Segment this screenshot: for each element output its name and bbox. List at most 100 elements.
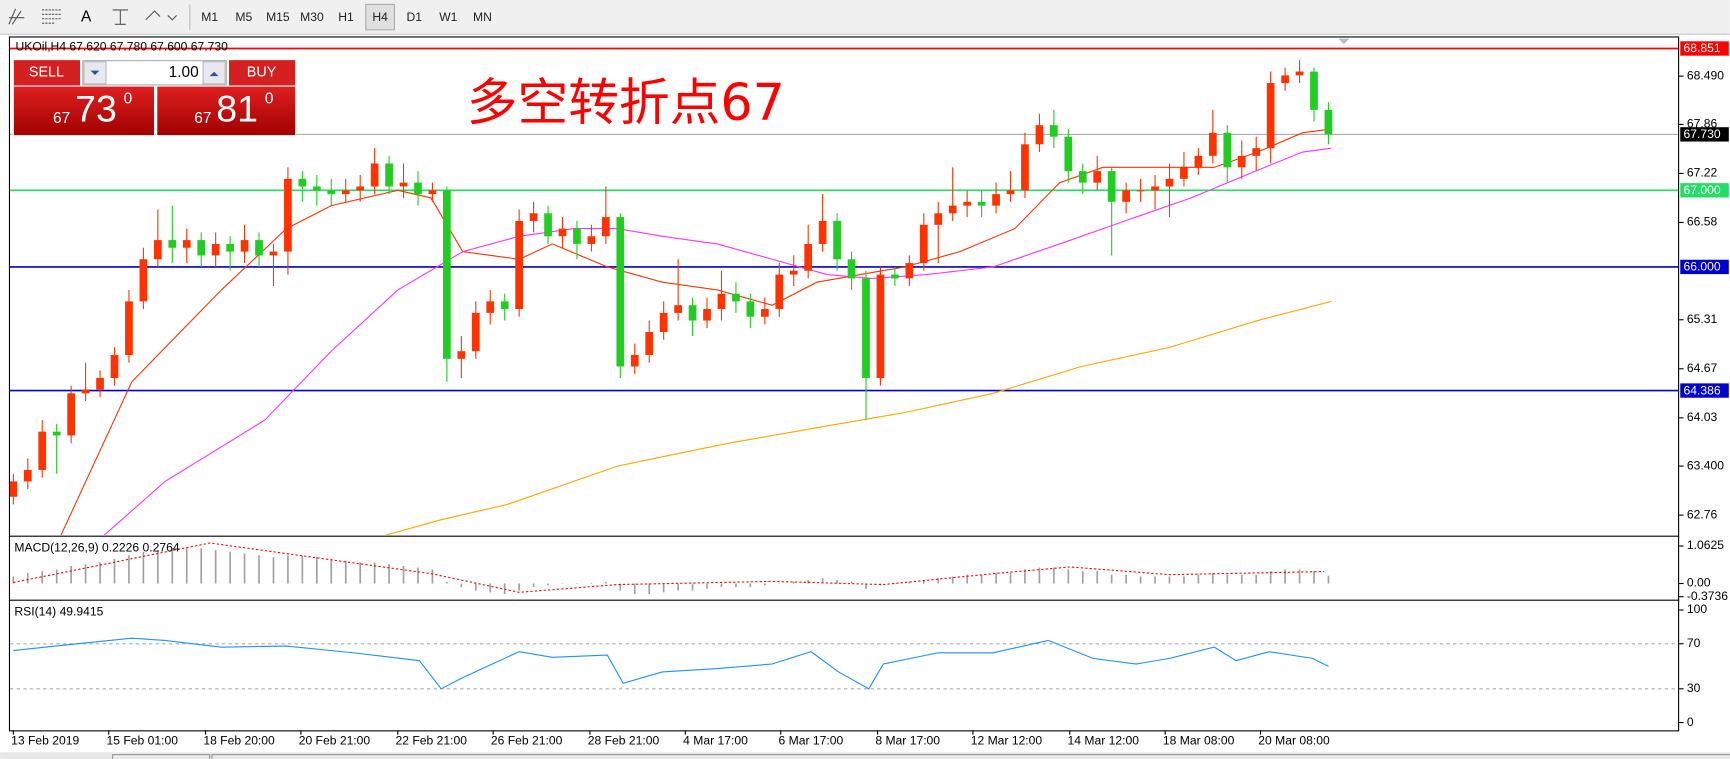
timeframe-button[interactable]: W1 bbox=[439, 10, 457, 24]
candle-body bbox=[10, 481, 18, 497]
macd-y-tick-label: -0.3736 bbox=[1687, 589, 1728, 603]
timeframe-button[interactable]: M5 bbox=[235, 10, 252, 24]
macd-bar bbox=[142, 551, 145, 584]
chart-frame bbox=[8, 36, 1680, 732]
candle-body bbox=[1050, 125, 1058, 137]
macd-bar bbox=[41, 571, 44, 584]
candle-body bbox=[587, 236, 596, 244]
macd-bar bbox=[1139, 576, 1142, 584]
y-tick-label: 64.03 bbox=[1687, 410, 1718, 424]
candle-body bbox=[760, 309, 769, 317]
trade-panel bbox=[12, 59, 297, 137]
y-tick-label: 68.490 bbox=[1687, 68, 1724, 82]
candle-body bbox=[833, 220, 841, 260]
candle-body bbox=[1064, 136, 1073, 172]
macd-bar bbox=[84, 564, 87, 584]
price-panel bbox=[10, 47, 1679, 536]
candle-body bbox=[746, 301, 755, 317]
timeframe-button[interactable]: M30 bbox=[300, 10, 324, 24]
macd-bar bbox=[865, 583, 867, 589]
tool-icons bbox=[8, 4, 191, 30]
macd-bar bbox=[272, 557, 275, 584]
level-label: 67.000 bbox=[1684, 183, 1721, 197]
macd-bar bbox=[171, 548, 174, 584]
timeframe-button[interactable]: H4 bbox=[372, 10, 388, 24]
macd-y-tick-label: 0.00 bbox=[1687, 576, 1711, 590]
level-label-box bbox=[1680, 41, 1729, 56]
candle-body bbox=[341, 190, 350, 195]
candle-body bbox=[1223, 132, 1232, 168]
macd-bar bbox=[1313, 571, 1315, 584]
candle-body bbox=[284, 178, 292, 252]
y-tick-label: 67.22 bbox=[1687, 166, 1718, 180]
level-label: 67.730 bbox=[1684, 127, 1721, 141]
candle-body bbox=[876, 274, 885, 378]
macd-bar bbox=[576, 583, 578, 585]
candle-body bbox=[211, 243, 220, 256]
macd-bar bbox=[344, 560, 347, 584]
annotation: 多空转折点67 bbox=[467, 73, 785, 132]
candle-body bbox=[1006, 190, 1015, 195]
candle-body bbox=[992, 194, 1000, 206]
level-label-box bbox=[1680, 383, 1729, 398]
candle-body bbox=[96, 377, 104, 390]
rsi-panel bbox=[10, 637, 1679, 690]
sell-label[interactable]: SELL bbox=[29, 65, 64, 81]
macd-bar bbox=[749, 583, 752, 588]
rsi-label: RSI(14) 49.9415 bbox=[14, 604, 103, 618]
y-tick-label: 62.76 bbox=[1687, 507, 1718, 521]
shift-marker bbox=[1338, 38, 1350, 45]
icon-text-label[interactable] bbox=[112, 9, 129, 25]
timeframe-button[interactable]: M15 bbox=[266, 10, 290, 24]
candle-body bbox=[153, 240, 162, 260]
text-tool[interactable]: A bbox=[81, 9, 92, 26]
candle-body bbox=[601, 217, 610, 237]
macd-bar bbox=[720, 583, 723, 588]
macd-bar bbox=[518, 583, 520, 591]
sell-button[interactable] bbox=[12, 59, 82, 87]
candle-body bbox=[81, 389, 90, 394]
candle-body bbox=[52, 431, 61, 436]
candle-body bbox=[327, 190, 336, 195]
candle-body bbox=[688, 305, 697, 321]
icon-lines[interactable] bbox=[42, 9, 62, 24]
macd-bar bbox=[1197, 574, 1200, 584]
macd-bar bbox=[243, 553, 246, 584]
macd-bar bbox=[633, 583, 636, 595]
candle-body bbox=[529, 213, 538, 221]
candle-body bbox=[1281, 75, 1289, 84]
buy-label[interactable]: BUY bbox=[247, 65, 277, 81]
x-tick-label: 15 Feb 01:00 bbox=[107, 734, 179, 748]
x-tick-label: 12 Mar 12:00 bbox=[971, 734, 1043, 748]
lot-input[interactable] bbox=[82, 60, 227, 86]
macd-bar bbox=[157, 550, 159, 584]
macd-bar bbox=[1110, 574, 1113, 584]
icon-arrows[interactable] bbox=[145, 10, 177, 21]
candle-body bbox=[1237, 155, 1246, 168]
macd-bar bbox=[26, 572, 29, 584]
timeframe-button[interactable]: M1 bbox=[201, 10, 218, 24]
macd-bar bbox=[1298, 569, 1301, 584]
macd-bar bbox=[691, 583, 694, 591]
sell-price-box[interactable] bbox=[12, 85, 156, 137]
timeframe-button[interactable]: MN bbox=[473, 10, 492, 24]
icon-crosshair[interactable] bbox=[8, 8, 25, 25]
lot-value[interactable]: 1.00 bbox=[169, 64, 199, 81]
candle-body bbox=[414, 182, 422, 195]
candle-body bbox=[312, 186, 321, 191]
candle-body bbox=[573, 228, 581, 244]
candle-body bbox=[457, 351, 466, 359]
x-tick-label: 6 Mar 17:00 bbox=[779, 734, 844, 748]
timeframe-button[interactable]: H1 bbox=[338, 10, 354, 24]
timeframe-button[interactable]: D1 bbox=[406, 10, 422, 24]
buy-price-box[interactable] bbox=[156, 85, 297, 137]
macd-bar bbox=[113, 558, 116, 584]
candle-body bbox=[38, 431, 47, 470]
axes: 68.490 67.86 67.22 66.58 65.31 64.67 64.03 63.4… bbox=[11, 41, 1729, 748]
candle-body bbox=[500, 301, 509, 310]
rsi-y-tick-label: 100 bbox=[1687, 602, 1707, 616]
candle-body bbox=[428, 190, 437, 195]
candle-body bbox=[659, 312, 668, 333]
macd-y-tick-label: 1.0625 bbox=[1687, 538, 1724, 552]
active-timeframe[interactable] bbox=[365, 3, 396, 31]
